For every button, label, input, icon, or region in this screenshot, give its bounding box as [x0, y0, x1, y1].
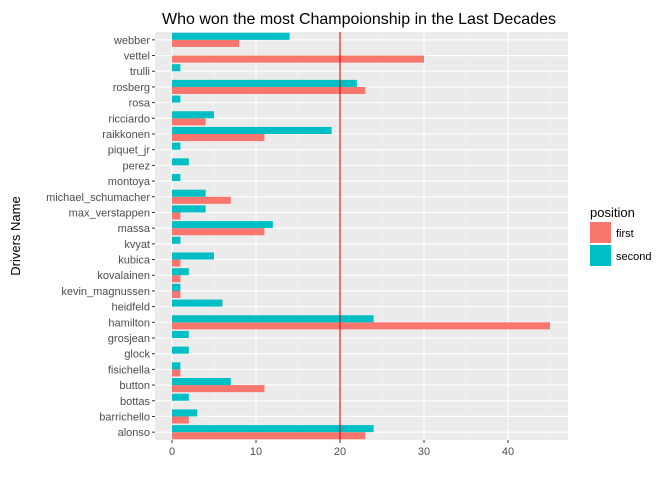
- x-tick-label: 10: [250, 446, 262, 458]
- bar-second-kvyat: [172, 236, 181, 244]
- bar-first-hamilton: [172, 322, 550, 330]
- y-tick-label: kovalainen: [97, 270, 150, 282]
- y-tick-label: michael_schumacher: [46, 192, 150, 204]
- x-tick-label: 40: [502, 446, 514, 458]
- x-tick-label: 0: [169, 446, 175, 458]
- bar-second-webber: [172, 32, 290, 40]
- y-tick-label: rosa: [129, 98, 151, 110]
- y-tick-label: button: [119, 380, 150, 392]
- bar-first-michael_schumacher: [172, 196, 231, 204]
- x-tick-labels: 0 10 20 30 40: [169, 440, 514, 458]
- bar-first-rosberg: [172, 86, 366, 94]
- bar-second-bottas: [172, 393, 189, 401]
- bar-first-raikkonen: [172, 134, 265, 142]
- bar-first-vettel: [172, 55, 424, 63]
- y-tick-labels: alonso barrichello bottas button fisichella g…: [46, 35, 155, 439]
- y-tick-label: raikkonen: [102, 129, 150, 141]
- y-tick-label: bottas: [120, 396, 150, 408]
- y-tick-label: ricciardo: [108, 113, 150, 125]
- y-axis-title: Drivers Name: [8, 196, 23, 275]
- bar-second-montoya: [172, 174, 181, 182]
- bar-second-fisichella: [172, 362, 181, 370]
- y-tick-label: max_verstappen: [69, 207, 150, 219]
- bar-first-massa: [172, 228, 265, 236]
- bar-first-barrichello: [172, 416, 189, 424]
- bars: [172, 32, 550, 440]
- legend-label: first: [616, 228, 634, 240]
- y-tick-label: perez: [122, 160, 150, 172]
- y-tick-label: grosjean: [108, 333, 150, 345]
- y-tick-label: fisichella: [108, 364, 151, 376]
- bar-second-perez: [172, 158, 189, 166]
- y-tick-label: kvyat: [124, 239, 150, 251]
- y-tick-label: glock: [124, 349, 150, 361]
- x-tick-label: 30: [418, 446, 430, 458]
- bar-second-trulli: [172, 64, 181, 72]
- plot-panel: [155, 32, 568, 440]
- bar-second-ricciardo: [172, 111, 214, 119]
- y-tick-label: piquet_jr: [108, 145, 151, 157]
- bar-second-glock: [172, 346, 189, 354]
- bar-second-grosjean: [172, 330, 189, 338]
- x-tick-label: 20: [334, 446, 346, 458]
- bar-first-kubica: [172, 259, 181, 267]
- bar-first-ricciardo: [172, 118, 206, 126]
- legend: position first second: [590, 205, 651, 266]
- y-tick-label: rosberg: [113, 82, 150, 94]
- y-tick-label: heidfeld: [111, 302, 150, 314]
- bar-second-rosberg: [172, 79, 357, 87]
- bar-first-kevin_magnussen: [172, 290, 181, 298]
- bar-second-barrichello: [172, 409, 198, 417]
- y-tick-label: kubica: [118, 255, 151, 267]
- y-tick-label: montoya: [108, 176, 151, 188]
- bar-second-kevin_magnussen: [172, 283, 181, 291]
- bar-second-rosa: [172, 95, 181, 103]
- bar-second-kubica: [172, 252, 214, 260]
- bar-second-piquet_jr: [172, 142, 181, 150]
- bar-second-massa: [172, 221, 273, 229]
- bar-first-button: [172, 385, 265, 393]
- bar-first-alonso: [172, 432, 366, 440]
- bar-second-heidfeld: [172, 299, 223, 307]
- y-tick-label: webber: [113, 35, 150, 47]
- legend-label: second: [616, 251, 651, 263]
- bar-first-kovalainen: [172, 275, 181, 283]
- legend-key-second: [590, 245, 611, 266]
- bar-second-hamilton: [172, 315, 374, 323]
- bar-first-max_verstappen: [172, 212, 181, 220]
- bar-first-fisichella: [172, 369, 181, 377]
- legend-title: position: [590, 205, 635, 220]
- bar-second-max_verstappen: [172, 205, 206, 213]
- y-tick-label: barrichello: [99, 411, 150, 423]
- y-tick-label: kevin_magnussen: [61, 286, 150, 298]
- chart-title: Who won the most Champoionship in the La…: [162, 11, 556, 28]
- legend-key-first: [590, 222, 611, 243]
- y-tick-label: hamilton: [108, 317, 150, 329]
- y-tick-label: alonso: [118, 427, 150, 439]
- y-tick-label: trulli: [130, 66, 150, 78]
- bar-second-raikkonen: [172, 126, 332, 134]
- y-tick-label: massa: [118, 223, 151, 235]
- bar-first-webber: [172, 39, 240, 47]
- y-tick-label: vettel: [124, 51, 150, 63]
- bar-second-alonso: [172, 425, 374, 433]
- bar-second-michael_schumacher: [172, 189, 206, 197]
- bar-second-kovalainen: [172, 268, 189, 276]
- bar-second-button: [172, 378, 231, 386]
